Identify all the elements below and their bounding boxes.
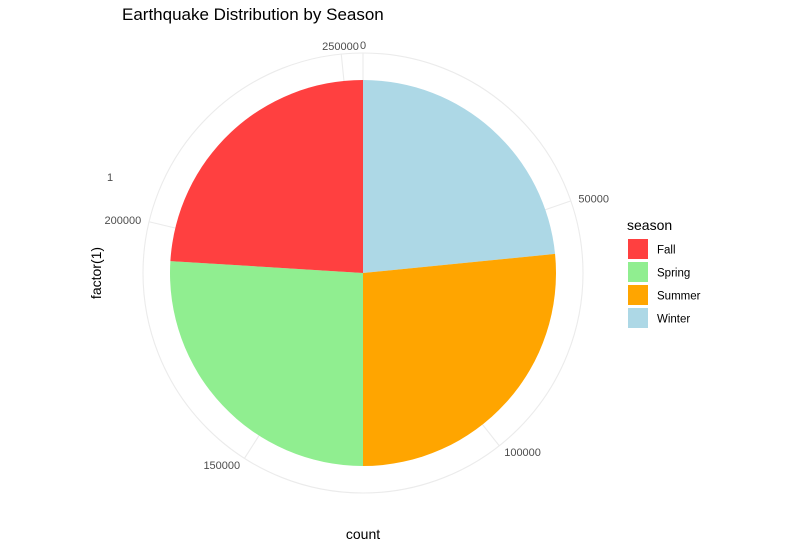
theta-tick-label: 100000 (504, 447, 541, 459)
theta-tick-labels: 0 50000 100000 150000 200000 250000 (105, 40, 609, 472)
theta-tick-label: 250000 (322, 41, 359, 53)
pie-slice-spring (170, 261, 363, 466)
legend-key-fall (628, 239, 648, 259)
x-axis-title: count (346, 526, 380, 542)
legend-label-spring: Spring (657, 268, 690, 280)
legend-label-summer: Summer (657, 291, 701, 303)
pie-slice-winter (363, 80, 556, 273)
y-axis-title: factor(1) (88, 247, 104, 299)
legend-label-winter: Winter (657, 314, 690, 326)
pie-slice-fall (170, 80, 363, 273)
theta-tick-label: 0 (360, 40, 366, 52)
legend-title: season (627, 217, 672, 233)
legend-key-winter (628, 308, 648, 328)
y-tick-label: 1 (107, 172, 113, 184)
pie-slices (170, 80, 557, 466)
chart-title: Earthquake Distribution by Season (122, 5, 384, 24)
pie-slice-summer (363, 253, 557, 466)
legend-label-fall: Fall (657, 245, 676, 257)
theta-tick-label: 150000 (203, 460, 240, 472)
legend-key-summer (628, 285, 648, 305)
theta-tick-label: 200000 (105, 215, 142, 227)
legend: season Fall Spring Summer Winter (627, 217, 701, 328)
legend-key-spring (628, 262, 648, 282)
theta-tick-label: 50000 (578, 193, 609, 205)
